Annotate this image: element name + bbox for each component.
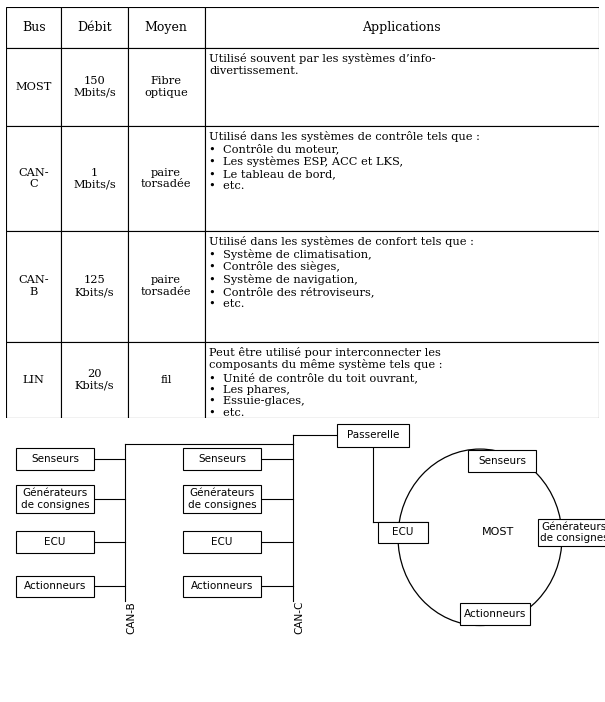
- Bar: [6, 7, 61, 48]
- Text: MOST: MOST: [482, 527, 514, 538]
- Bar: [128, 126, 204, 231]
- Bar: [16, 448, 94, 470]
- Text: Passerelle: Passerelle: [347, 430, 399, 440]
- Text: Utilisé souvent par les systèmes d’info-
divertissement.: Utilisé souvent par les systèmes d’info-…: [209, 53, 436, 76]
- Text: Peut être utilisé pour interconnecter les
composants du même système tels que :
: Peut être utilisé pour interconnecter le…: [209, 347, 443, 418]
- Bar: [6, 342, 61, 418]
- Text: ECU: ECU: [392, 527, 414, 538]
- Text: Bus: Bus: [22, 21, 45, 34]
- Text: Débit: Débit: [77, 21, 112, 34]
- Text: Utilisé dans les systèmes de confort tels que :
•  Système de climatisation,
•  : Utilisé dans les systèmes de confort tel…: [209, 236, 474, 310]
- Bar: [183, 485, 261, 512]
- Text: 125
Kbits/s: 125 Kbits/s: [74, 275, 114, 297]
- Text: Générateurs
de consignes: Générateurs de consignes: [188, 489, 257, 510]
- Bar: [460, 603, 530, 625]
- Bar: [61, 7, 128, 48]
- Text: CAN-
C: CAN- C: [18, 168, 49, 190]
- Text: paire
torsadée: paire torsadée: [141, 275, 191, 297]
- Bar: [6, 231, 61, 342]
- Bar: [61, 231, 128, 342]
- Text: CAN-B: CAN-B: [126, 601, 136, 634]
- Text: ECU: ECU: [211, 537, 233, 547]
- Text: Actionneurs: Actionneurs: [24, 581, 86, 591]
- Text: MOST: MOST: [16, 82, 52, 92]
- Bar: [204, 48, 599, 126]
- Text: Actionneurs: Actionneurs: [464, 609, 526, 618]
- Bar: [128, 48, 204, 126]
- Bar: [61, 126, 128, 231]
- Bar: [183, 448, 261, 470]
- Text: CAN-
B: CAN- B: [18, 275, 49, 297]
- Bar: [204, 342, 599, 418]
- Text: Générateurs
de consignes: Générateurs de consignes: [540, 522, 605, 543]
- Bar: [16, 576, 94, 597]
- Bar: [16, 531, 94, 553]
- Bar: [128, 231, 204, 342]
- Bar: [183, 576, 261, 597]
- Bar: [204, 7, 599, 48]
- Text: Moyen: Moyen: [145, 21, 188, 34]
- Bar: [6, 126, 61, 231]
- Bar: [378, 522, 428, 543]
- Text: fil: fil: [160, 375, 172, 385]
- Bar: [128, 342, 204, 418]
- Bar: [204, 231, 599, 342]
- Bar: [61, 48, 128, 126]
- Text: LIN: LIN: [22, 375, 45, 385]
- Text: 150
Mbits/s: 150 Mbits/s: [73, 77, 116, 98]
- Bar: [337, 423, 409, 447]
- Bar: [204, 126, 599, 231]
- Text: ECU: ECU: [44, 537, 66, 547]
- Text: Senseurs: Senseurs: [478, 456, 526, 466]
- Bar: [128, 7, 204, 48]
- Text: Senseurs: Senseurs: [31, 454, 79, 464]
- Text: Actionneurs: Actionneurs: [191, 581, 253, 591]
- Text: Générateurs
de consignes: Générateurs de consignes: [21, 489, 90, 510]
- Bar: [6, 48, 61, 126]
- Text: CAN-C: CAN-C: [294, 601, 304, 635]
- Text: Utilisé dans les systèmes de contrôle tels que :
•  Contrôle du moteur,
•  Les s: Utilisé dans les systèmes de contrôle te…: [209, 131, 480, 190]
- Bar: [183, 531, 261, 553]
- Bar: [16, 485, 94, 512]
- Text: 20
Kbits/s: 20 Kbits/s: [74, 369, 114, 390]
- Text: paire
torsadée: paire torsadée: [141, 168, 191, 190]
- Bar: [538, 519, 605, 546]
- Text: Fibre
optique: Fibre optique: [144, 77, 188, 98]
- Text: Applications: Applications: [362, 21, 441, 34]
- Bar: [61, 342, 128, 418]
- Bar: [468, 450, 536, 472]
- Text: 1
Mbits/s: 1 Mbits/s: [73, 168, 116, 190]
- Text: Senseurs: Senseurs: [198, 454, 246, 464]
